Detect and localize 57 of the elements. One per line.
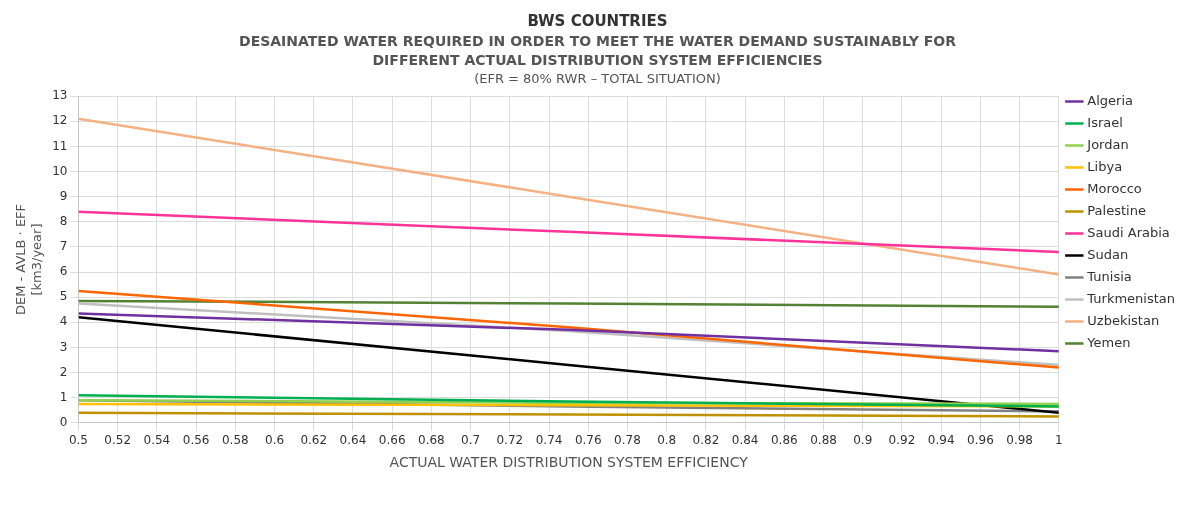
x-tick-label: 0.8 xyxy=(657,433,677,448)
legend-label: Israel xyxy=(1087,114,1123,130)
y-tick-label: 13 xyxy=(52,88,68,103)
x-tick-label: 0.74 xyxy=(535,433,563,448)
x-tick-label: 0.94 xyxy=(927,433,955,448)
x-tick-label: 0.78 xyxy=(614,433,641,448)
legend-label: Palestine xyxy=(1087,202,1146,218)
x-tick-label: 0.54 xyxy=(143,433,171,448)
legend-label: Tunisia xyxy=(1086,268,1132,284)
x-tick-label: 0.82 xyxy=(692,433,720,448)
x-tick-label: 0.7 xyxy=(461,433,481,448)
chart-subtitle: DESAINATED WATER REQUIRED IN ORDER TO MEET THE WATER DEMAND SUSTAINABLY FOR DIFFERENT ACTUAL DISTRIBUTION SYSTEM EFFICIENCIES xyxy=(238,32,957,70)
text: (EFR = 80% RWR – TOTAL SITUATION) xyxy=(473,71,722,86)
legend-label: Jordan xyxy=(1086,136,1129,152)
y-tick-label: 5 xyxy=(59,289,68,304)
x-tick-label: 0.88 xyxy=(810,433,837,448)
x-axis-title: ACTUAL WATER DISTRIBUTION SYSTEM EFFICIENCY xyxy=(389,454,749,471)
x-tick-label: 0.52 xyxy=(104,433,132,448)
y-tick-label: 3 xyxy=(59,339,68,354)
legend-label: Yemen xyxy=(1086,334,1131,350)
x-tick-label: 0.9 xyxy=(853,433,873,448)
x-tick-label: 0.68 xyxy=(418,433,445,448)
x-tick-label: 0.98 xyxy=(1006,433,1033,448)
legend-label: Morocco xyxy=(1087,180,1142,196)
chart-title: BWS COUNTRIES xyxy=(526,12,669,30)
x-tick-label: 0.5 xyxy=(68,433,89,448)
x-tick-label: 0.6 xyxy=(265,433,285,448)
legend-label: Uzbekistan xyxy=(1087,312,1160,328)
x-tick-label: 0.58 xyxy=(221,433,249,448)
y-tick-label: 8 xyxy=(59,213,68,228)
legend-label: Sudan xyxy=(1087,246,1129,262)
y-tick-label: 12 xyxy=(52,113,68,128)
x-tick-label: 0.56 xyxy=(182,433,210,448)
x-tick-label: 0.62 xyxy=(300,433,328,448)
y-tick-label: 1 xyxy=(59,389,68,404)
x-tick-label: 0.84 xyxy=(731,433,759,448)
y-tick-label: 2 xyxy=(59,364,68,379)
x-tick-label: 1 xyxy=(1055,433,1063,448)
legend-label: Saudi Arabia xyxy=(1087,224,1170,240)
x-tick-label: 0.76 xyxy=(574,433,602,448)
y-axis-title: DEM - AVLB · EFF [km3/year] xyxy=(13,203,44,316)
legend-label: Turkmenistan xyxy=(1086,290,1175,306)
y-tick-label: 0 xyxy=(59,414,68,429)
x-tick-label: 0.96 xyxy=(967,433,994,448)
x-tick-label: 0.86 xyxy=(770,433,798,448)
x-tick-label: 0.72 xyxy=(496,433,524,448)
x-tick-label: 0.92 xyxy=(888,433,916,448)
y-tick-label: 11 xyxy=(52,138,68,153)
y-tick-label: 4 xyxy=(59,314,68,329)
x-tick-label: 0.66 xyxy=(378,433,406,448)
y-tick-label: 10 xyxy=(52,163,68,178)
y-tick-label: 6 xyxy=(59,264,68,279)
x-tick-label: 0.64 xyxy=(339,433,367,448)
legend-label: Algeria xyxy=(1087,92,1134,108)
legend-label: Libya xyxy=(1087,158,1123,174)
y-tick-label: 9 xyxy=(59,188,68,203)
y-tick-label: 7 xyxy=(59,239,68,254)
